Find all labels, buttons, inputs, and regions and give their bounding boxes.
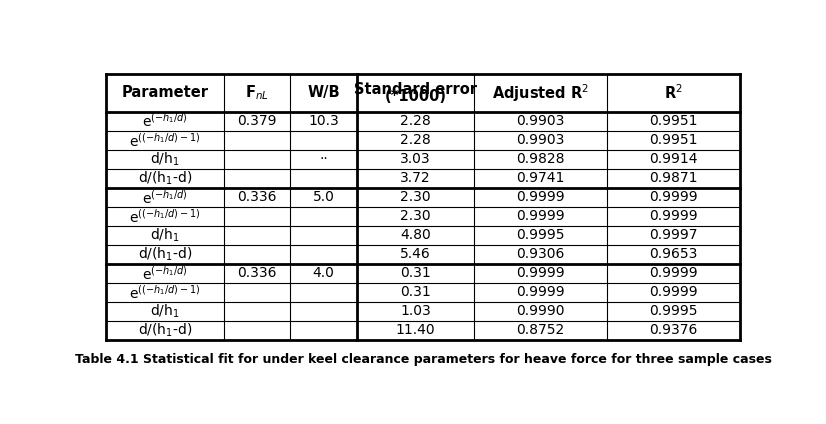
Text: d/h$_1$: d/h$_1$ <box>150 226 180 244</box>
Text: 5.0: 5.0 <box>312 190 335 204</box>
Text: (*1000): (*1000) <box>384 89 446 103</box>
Text: 0.9828: 0.9828 <box>516 152 565 166</box>
Text: 0.379: 0.379 <box>237 114 277 128</box>
Text: e$^{(-h_1/d)}$: e$^{(-h_1/d)}$ <box>142 188 188 206</box>
Text: e$^{((-h_1/d)-1)}$: e$^{((-h_1/d)-1)}$ <box>130 207 201 225</box>
Text: 3.72: 3.72 <box>400 171 430 185</box>
Text: 0.9999: 0.9999 <box>649 190 698 204</box>
Text: 0.8752: 0.8752 <box>516 324 565 338</box>
Text: 0.9997: 0.9997 <box>649 228 698 242</box>
Text: 0.31: 0.31 <box>400 285 431 299</box>
Text: 11.40: 11.40 <box>396 324 435 338</box>
Text: d/(h$_1$-d): d/(h$_1$-d) <box>138 170 192 187</box>
Text: e$^{(-h_1/d)}$: e$^{(-h_1/d)}$ <box>142 112 188 130</box>
Text: 0.9653: 0.9653 <box>649 247 698 261</box>
Text: 0.9990: 0.9990 <box>516 304 565 318</box>
Text: 0.9999: 0.9999 <box>649 266 698 280</box>
Text: 0.9306: 0.9306 <box>516 247 565 261</box>
Text: d/h$_1$: d/h$_1$ <box>150 303 180 320</box>
Text: d/h$_1$: d/h$_1$ <box>150 151 180 168</box>
Text: 5.46: 5.46 <box>400 247 431 261</box>
Text: 0.9903: 0.9903 <box>516 114 565 128</box>
Text: 0.9951: 0.9951 <box>649 133 698 147</box>
Text: Adjusted R$^2$: Adjusted R$^2$ <box>492 82 589 103</box>
Text: d/(h$_1$-d): d/(h$_1$-d) <box>138 322 192 339</box>
Text: 3.03: 3.03 <box>400 152 430 166</box>
Text: Table 4.1 Statistical fit for under keel clearance parameters for heave force fo: Table 4.1 Statistical fit for under keel… <box>75 353 771 366</box>
Text: 0.9914: 0.9914 <box>649 152 698 166</box>
Text: 1.03: 1.03 <box>400 304 431 318</box>
Text: 4.80: 4.80 <box>400 228 431 242</box>
Text: Standard error: Standard error <box>354 82 477 97</box>
Text: e$^{(-h_1/d)}$: e$^{(-h_1/d)}$ <box>142 264 188 282</box>
Text: 10.3: 10.3 <box>308 114 339 128</box>
Text: 0.31: 0.31 <box>400 266 431 280</box>
Text: 2.30: 2.30 <box>400 190 430 204</box>
Text: 0.9999: 0.9999 <box>516 209 565 223</box>
Text: 0.9995: 0.9995 <box>516 228 565 242</box>
Text: F$_{nL}$: F$_{nL}$ <box>245 84 268 102</box>
Text: e$^{((-h_1/d)-1)}$: e$^{((-h_1/d)-1)}$ <box>130 131 201 149</box>
Text: 0.9871: 0.9871 <box>649 171 698 185</box>
Text: d/(h$_1$-d): d/(h$_1$-d) <box>138 245 192 263</box>
Text: 0.336: 0.336 <box>237 266 277 280</box>
Text: 0.336: 0.336 <box>237 190 277 204</box>
Text: 0.9903: 0.9903 <box>516 133 565 147</box>
Text: 0.9951: 0.9951 <box>649 114 698 128</box>
Text: 4.0: 4.0 <box>312 266 335 280</box>
Text: 2.28: 2.28 <box>400 114 431 128</box>
Text: 2.30: 2.30 <box>400 209 430 223</box>
Text: e$^{((-h_1/d)-1)}$: e$^{((-h_1/d)-1)}$ <box>130 283 201 301</box>
Text: 0.9376: 0.9376 <box>649 324 698 338</box>
Text: 0.9741: 0.9741 <box>516 171 565 185</box>
Text: 0.9999: 0.9999 <box>649 209 698 223</box>
Text: W/B: W/B <box>307 85 339 100</box>
Text: 0.9999: 0.9999 <box>516 190 565 204</box>
Text: 0.9999: 0.9999 <box>516 266 565 280</box>
Text: R$^2$: R$^2$ <box>664 84 683 102</box>
Text: 0.9999: 0.9999 <box>516 285 565 299</box>
Text: 0.9995: 0.9995 <box>649 304 698 318</box>
Text: Parameter: Parameter <box>121 85 209 100</box>
Text: ··: ·· <box>319 152 328 166</box>
Text: 0.9999: 0.9999 <box>649 285 698 299</box>
Text: 2.28: 2.28 <box>400 133 431 147</box>
